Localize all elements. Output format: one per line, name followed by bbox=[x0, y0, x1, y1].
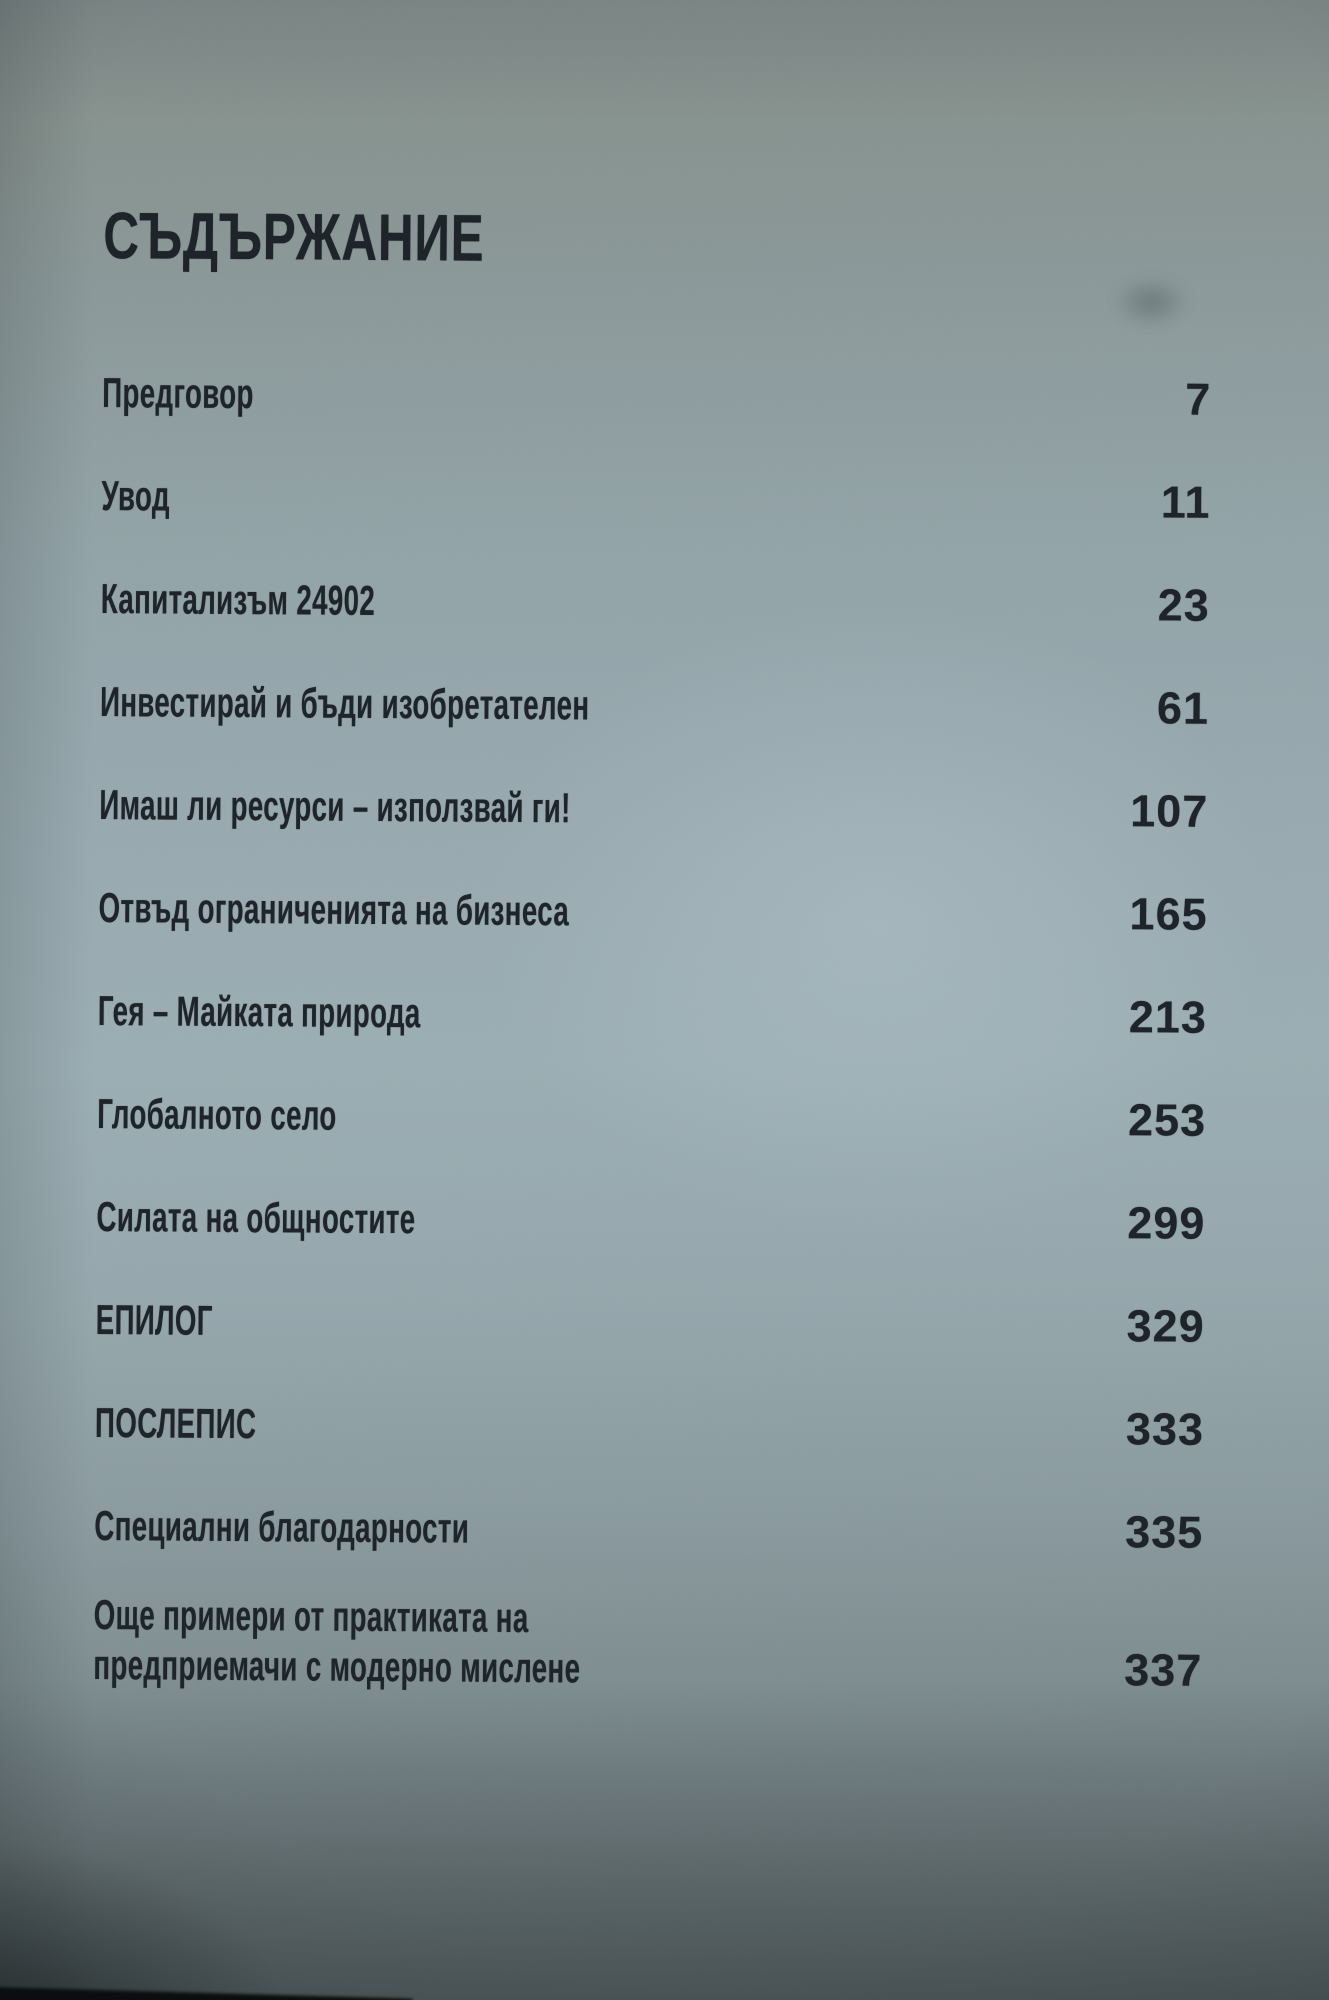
toc-entry-label: Отвъд ограниченията на бизнеса bbox=[98, 884, 570, 935]
toc-entry-label: Предговор bbox=[102, 369, 254, 418]
toc-entry: Специални благодарности 335 bbox=[94, 1501, 1203, 1559]
contents-title: СЪДЪРЖАНИЕ bbox=[103, 198, 485, 275]
toc-entry: Инвестирай и бъди изобретателен 61 bbox=[100, 677, 1209, 735]
toc-entry: ЕПИЛОГ 329 bbox=[96, 1295, 1205, 1353]
toc-entry-page-number: 11 bbox=[1160, 476, 1211, 528]
toc-entry-page-number: 299 bbox=[1127, 1197, 1206, 1249]
toc-entry-page-number: 337 bbox=[1124, 1644, 1203, 1696]
toc-entry: ПОСЛЕПИС 333 bbox=[95, 1398, 1204, 1456]
toc-entry-label: Имаш ли ресурси – използвай ги! bbox=[99, 781, 571, 832]
toc-entry-label: Силата на общностите bbox=[96, 1193, 416, 1243]
toc-entry: Гея – Майката природа 213 bbox=[98, 986, 1207, 1044]
toc-entry: Имаш ли ресурси – използвай ги! 107 bbox=[99, 780, 1208, 838]
toc-entry-page-number: 61 bbox=[1156, 682, 1210, 734]
toc-entry-page-number: 329 bbox=[1126, 1300, 1205, 1352]
toc-entry: Капитализъм 24902 23 bbox=[101, 574, 1210, 632]
paper-smudge bbox=[1112, 276, 1190, 328]
toc-entry-label: ПОСЛЕПИС bbox=[94, 1399, 257, 1448]
toc-list: Предговор 7 Увод 11 Капитализъм 24902 23… bbox=[93, 368, 1211, 1697]
toc-entry: Още примери от практиката на предприемач… bbox=[93, 1590, 1203, 1697]
toc-entry-label: Гея – Майката природа bbox=[97, 987, 421, 1037]
toc-entry-label: Глобалното село bbox=[97, 1090, 337, 1140]
toc-entry-page-number: 253 bbox=[1127, 1094, 1207, 1146]
toc-entry-page-number: 23 bbox=[1157, 579, 1210, 631]
toc-entry-label: Инвестирай и бъди изобретателен bbox=[99, 678, 590, 729]
toc-entry-page-number: 333 bbox=[1125, 1403, 1205, 1455]
toc-entry: Глобалното село 253 bbox=[97, 1089, 1206, 1147]
toc-entry-page-number: 213 bbox=[1128, 991, 1208, 1043]
toc-entry-page-number: 107 bbox=[1130, 785, 1209, 837]
toc-entry-label: Специални благодарности bbox=[94, 1502, 470, 1553]
toc-entry-page-number: 335 bbox=[1125, 1506, 1204, 1558]
toc-entry: Отвъд ограниченията на бизнеса 165 bbox=[98, 883, 1207, 941]
toc-entry-label: Увод bbox=[101, 472, 171, 520]
toc-entry: Предговор 7 bbox=[102, 368, 1211, 426]
toc-entry: Силата на общностите 299 bbox=[96, 1192, 1205, 1250]
toc-entry-page-number: 7 bbox=[1184, 373, 1212, 425]
toc-entry-page-number: 165 bbox=[1129, 888, 1208, 940]
toc-entry-label: ЕПИЛОГ bbox=[95, 1296, 213, 1345]
toc-entry-label: Още примери от практиката на предприемач… bbox=[93, 1591, 581, 1691]
toc-entry: Увод 11 bbox=[101, 471, 1210, 529]
toc-entry-label: Капитализъм 24902 bbox=[100, 575, 376, 625]
